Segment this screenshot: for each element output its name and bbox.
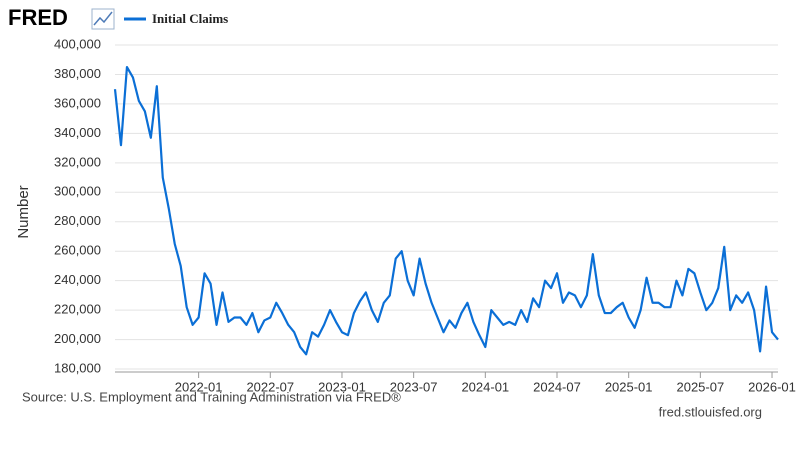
logo-icon (91, 8, 115, 30)
y-tick-label: 380,000 (54, 66, 101, 81)
source: Source: U.S. Employment and Training Adm… (22, 389, 401, 404)
x-tick-label: 2025-01 (605, 379, 653, 394)
line (113, 65, 779, 356)
y-tick-label: 360,000 (54, 95, 101, 110)
x-tick-label: 2022-07 (246, 379, 294, 394)
y-tick-label: 280,000 (54, 213, 101, 228)
y-tick-label: 240,000 (54, 272, 101, 287)
y-tick-label: 400,000 (54, 36, 101, 51)
y-tick-label: 200,000 (54, 331, 101, 346)
y-tick-label: 320,000 (54, 154, 101, 169)
x-tick-label: 2022-01 (175, 379, 223, 394)
y-axis-label: Number (15, 185, 32, 238)
y-tick-label: 260,000 (54, 243, 101, 258)
y-tick-label: 180,000 (54, 360, 101, 375)
site: fred.stlouisfed.org (659, 404, 762, 419)
x-tick-label: 2024-07 (533, 379, 581, 394)
logo: FRED (8, 5, 68, 30)
legend-label: Initial Claims (152, 11, 228, 26)
y-tick-label: 340,000 (54, 125, 101, 140)
x-tick-label: 2025-07 (676, 379, 724, 394)
x-tick-label: 2023-07 (390, 379, 438, 394)
x-tick-label: 2023-01 (318, 379, 366, 394)
y-tick-label: 300,000 (54, 184, 101, 199)
y-tick-label: 220,000 (54, 302, 101, 317)
x-tick-label: 2026-01 (748, 379, 796, 394)
x-tick-label: 2024-01 (461, 379, 509, 394)
